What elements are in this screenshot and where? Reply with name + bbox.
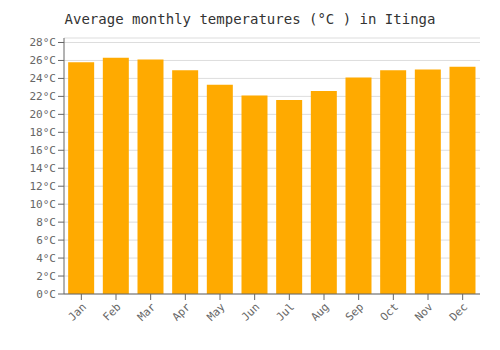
svg-text:22°C: 22°C xyxy=(30,90,57,103)
svg-text:Apr: Apr xyxy=(170,300,194,324)
svg-text:12°C: 12°C xyxy=(30,180,57,193)
html-text:Average monthly temperatures (: Average monthly temperatures (°C ) in It… xyxy=(64,11,436,27)
svg-text:4°C: 4°C xyxy=(36,252,56,265)
svg-text:Jun: Jun xyxy=(239,300,262,323)
svg-text:18°C: 18°C xyxy=(30,126,57,139)
svg-text:Jan: Jan xyxy=(66,300,89,323)
svg-text:28°C: 28°C xyxy=(30,36,57,49)
svg-text:Feb: Feb xyxy=(100,300,123,323)
svg-text:Jul: Jul xyxy=(274,300,297,323)
svg-text:May: May xyxy=(204,300,228,324)
svg-text:Mar: Mar xyxy=(135,300,159,324)
svg-text:10°C: 10°C xyxy=(30,198,57,211)
svg-text:2°C: 2°C xyxy=(36,270,56,283)
svg-text:8°C: 8°C xyxy=(36,216,56,229)
svg-text:Oct: Oct xyxy=(378,300,401,323)
svg-text:Sep: Sep xyxy=(343,300,366,323)
svg-text:16°C: 16°C xyxy=(30,144,57,157)
svg-text:0°C: 0°C xyxy=(36,288,56,301)
svg-text:Nov: Nov xyxy=(412,300,436,324)
svg-text:6°C: 6°C xyxy=(36,234,56,247)
svg-text:14°C: 14°C xyxy=(30,162,57,175)
svg-text:Dec: Dec xyxy=(447,300,470,323)
svg-text:24°C: 24°C xyxy=(30,72,57,85)
svg-text:20°C: 20°C xyxy=(30,108,57,121)
svg-text:26°C: 26°C xyxy=(30,54,57,67)
svg-text:Aug: Aug xyxy=(308,300,331,323)
